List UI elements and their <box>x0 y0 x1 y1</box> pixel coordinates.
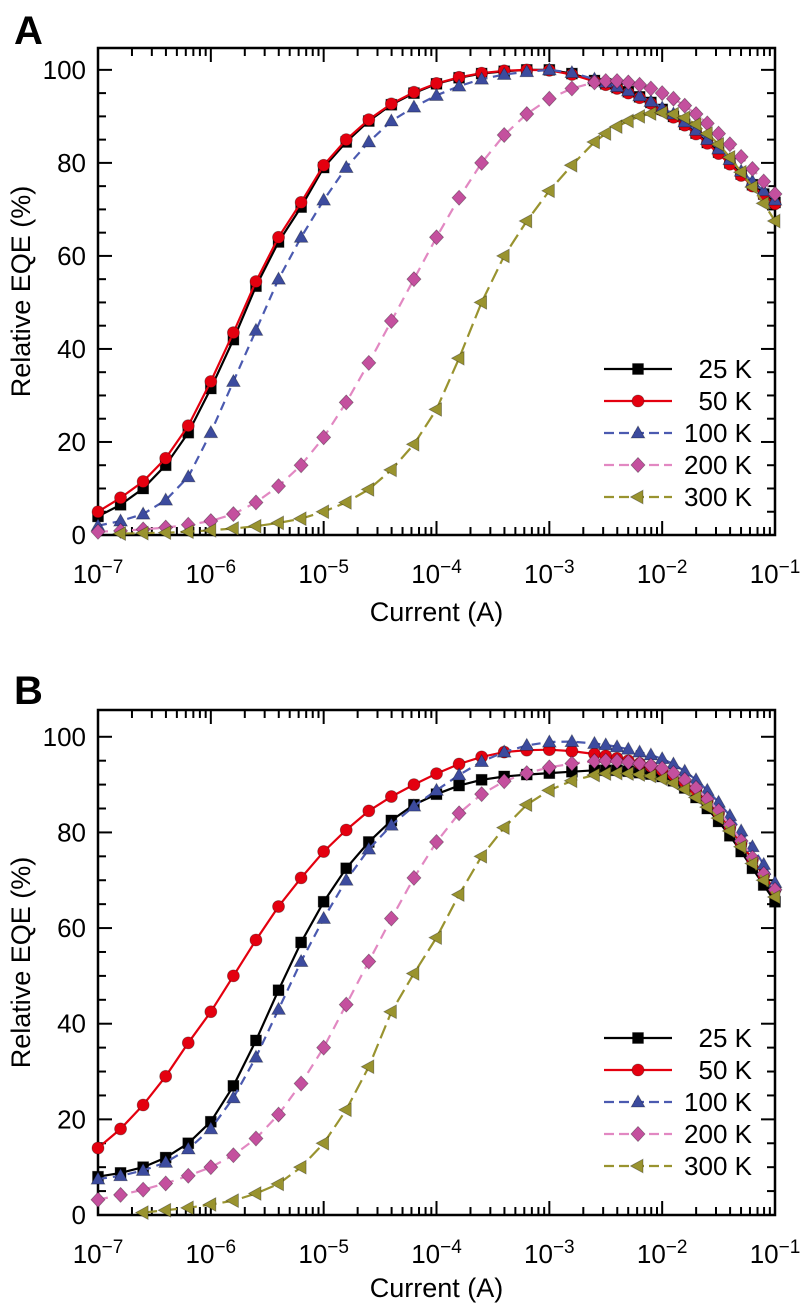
legend-label: 300 K <box>684 482 753 512</box>
y-axis-title: Relative EQE (%) <box>6 857 36 1069</box>
svg-text:10−2: 10−2 <box>637 557 688 589</box>
svg-text:60: 60 <box>57 913 86 943</box>
svg-text:80: 80 <box>57 817 86 847</box>
svg-text:10−1: 10−1 <box>750 557 801 589</box>
svg-text:10−2: 10−2 <box>637 1237 688 1269</box>
x-axis-title: Current (A) <box>370 597 504 627</box>
svg-text:10−1: 10−1 <box>750 1237 801 1269</box>
x-axis-title: Current (A) <box>370 1273 504 1303</box>
svg-text:10−4: 10−4 <box>411 1237 462 1269</box>
panel-label-b: B <box>14 669 43 713</box>
svg-text:10−7: 10−7 <box>73 1237 124 1269</box>
panel-label-a: A <box>14 9 43 53</box>
legend-label: 50 K <box>699 1055 753 1085</box>
legend-label: 200 K <box>684 1119 753 1149</box>
svg-text:0: 0 <box>72 1200 86 1230</box>
legend-label: 25 K <box>699 1023 753 1053</box>
series-100-k <box>90 733 783 1185</box>
legend-label: 300 K <box>684 1151 753 1181</box>
series-200-k <box>90 72 783 540</box>
series-25-k <box>92 63 781 523</box>
axis-ticks <box>97 48 776 536</box>
svg-text:20: 20 <box>57 1104 86 1134</box>
svg-text:10−6: 10−6 <box>186 1237 237 1269</box>
legend-label: 25 K <box>699 354 753 384</box>
series-50-k <box>91 743 782 1155</box>
svg-text:10−5: 10−5 <box>298 557 349 589</box>
svg-text:10−7: 10−7 <box>73 557 124 589</box>
svg-text:10−5: 10−5 <box>298 1237 349 1269</box>
legend-label: 200 K <box>684 450 753 480</box>
tick-labels: 10−7 10−6 10−5 10−4 10−3 10−2 10−1 0 20 40 60 80 100 <box>43 55 801 589</box>
axis-ticks <box>97 710 776 1216</box>
series-50-k <box>91 63 782 519</box>
svg-text:10−4: 10−4 <box>411 557 462 589</box>
tick-labels: 10−7 10−6 10−5 10−4 10−3 10−2 10−1 0 20 40 60 80 100 <box>43 722 801 1269</box>
svg-text:10−6: 10−6 <box>186 557 237 589</box>
svg-text:10−3: 10−3 <box>524 1237 575 1269</box>
y-axis-title: Relative EQE (%) <box>6 186 36 398</box>
svg-text:100: 100 <box>43 55 86 85</box>
svg-text:0: 0 <box>72 520 86 550</box>
series-300-k <box>134 765 781 1221</box>
svg-text:80: 80 <box>57 148 86 178</box>
svg-text:10−3: 10−3 <box>524 557 575 589</box>
svg-text:100: 100 <box>43 722 86 752</box>
svg-text:20: 20 <box>57 427 86 457</box>
panel-b-group: B10−7 10−6 10−5 10−4 10−3 10−2 10−102040608010… <box>6 669 800 1303</box>
legend-label: 100 K <box>684 418 753 448</box>
svg-text:60: 60 <box>57 241 86 271</box>
panel-a-group: A10−7 10−6 10−5 10−4 10−3 10−2 10−102040608010… <box>6 9 800 627</box>
series-25-k <box>92 764 781 1183</box>
series-100-k <box>90 62 783 532</box>
series-300-k <box>112 105 781 542</box>
svg-text:40: 40 <box>57 334 86 364</box>
legend-label: 100 K <box>684 1087 753 1117</box>
svg-text:40: 40 <box>57 1009 86 1039</box>
legend-label: 50 K <box>699 386 753 416</box>
series-200-k <box>90 752 783 1208</box>
